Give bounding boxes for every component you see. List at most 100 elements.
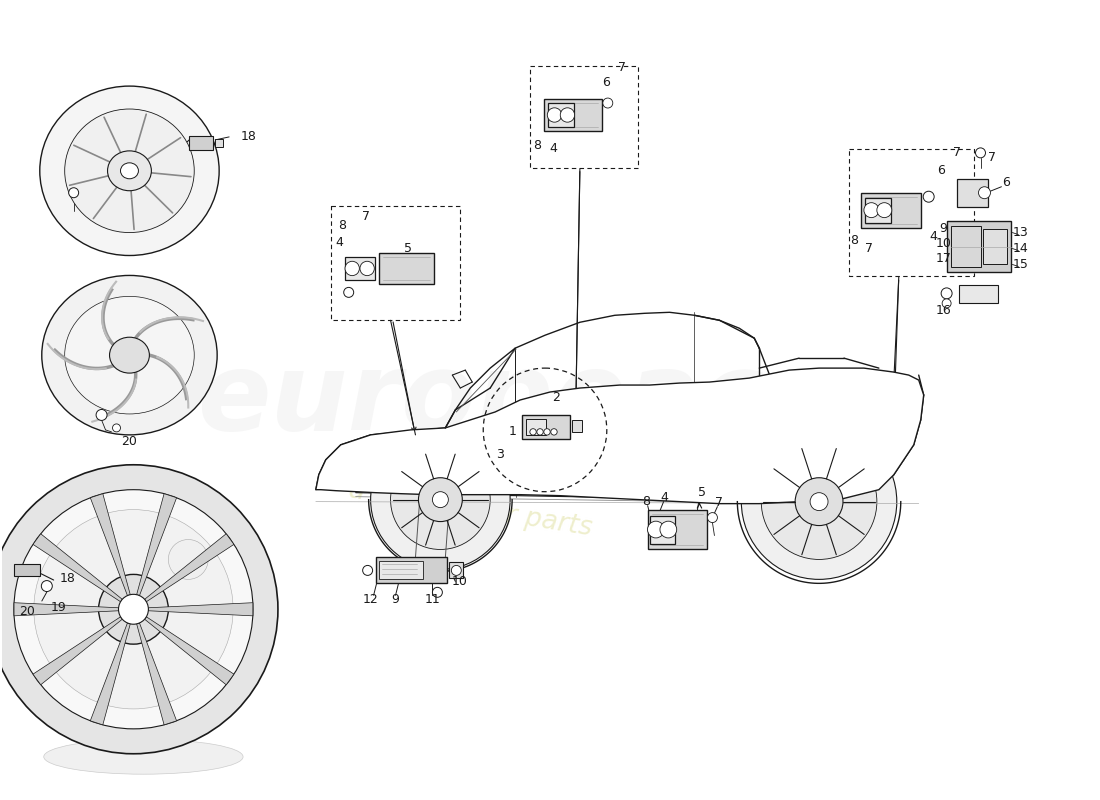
Bar [650,515,674,543]
Bar [849,149,974,277]
Bar [865,198,891,222]
Text: 20: 20 [121,435,138,448]
Bar [526,419,546,435]
Ellipse shape [40,86,219,255]
Text: 7: 7 [362,210,370,223]
Polygon shape [136,623,177,725]
Ellipse shape [108,151,152,190]
Text: 6: 6 [602,76,609,89]
Circle shape [360,262,374,276]
Text: 3: 3 [496,448,504,462]
Circle shape [795,478,843,526]
Bar [216,139,223,147]
Circle shape [923,191,934,202]
Circle shape [14,490,253,729]
Circle shape [96,410,107,421]
Circle shape [551,429,558,435]
Text: 4: 4 [336,236,343,249]
Polygon shape [144,534,234,602]
Circle shape [761,444,877,559]
Ellipse shape [65,296,195,414]
Circle shape [979,186,990,198]
Bar [958,286,999,303]
Circle shape [530,429,536,435]
Bar [450,562,463,578]
Text: 2: 2 [552,390,560,403]
Text: 11: 11 [425,593,440,606]
Text: 6: 6 [937,164,945,178]
Circle shape [603,98,613,108]
Circle shape [942,299,952,308]
Polygon shape [33,534,122,602]
Circle shape [537,429,543,435]
Ellipse shape [121,163,139,178]
Circle shape [119,594,148,624]
Circle shape [432,492,449,508]
Circle shape [864,202,879,218]
Text: 4: 4 [661,491,669,504]
Circle shape [34,510,233,709]
Ellipse shape [42,275,217,435]
Bar [947,221,1011,273]
Bar [572,420,582,432]
Text: 7: 7 [715,496,724,509]
Polygon shape [144,617,234,685]
Text: 8: 8 [534,139,541,152]
Bar [375,558,448,583]
Ellipse shape [65,109,195,233]
Text: 8: 8 [338,219,345,232]
Circle shape [451,566,461,575]
Text: 9: 9 [939,222,947,235]
Circle shape [942,288,953,299]
Circle shape [543,429,550,435]
Polygon shape [148,602,253,616]
Text: europeaces: europeaces [197,347,903,453]
Bar [530,66,638,168]
Text: 18: 18 [241,130,257,143]
Circle shape [741,424,896,579]
Circle shape [707,513,717,522]
Text: 9: 9 [392,593,399,606]
Text: 1: 1 [508,426,516,438]
Text: 7: 7 [989,151,997,164]
Circle shape [42,581,53,591]
Bar [544,99,602,131]
Text: 7: 7 [953,146,960,159]
Circle shape [648,521,664,538]
Circle shape [345,262,360,276]
Text: 13: 13 [1012,226,1028,239]
Ellipse shape [44,739,243,774]
Text: a passion for parts: a passion for parts [346,478,594,542]
Text: 7: 7 [865,242,873,255]
Text: 14: 14 [1012,242,1028,255]
Circle shape [363,566,373,575]
Circle shape [68,188,78,198]
Text: 12: 12 [363,593,378,606]
Text: 8: 8 [641,495,650,508]
Polygon shape [136,494,177,595]
Text: 10: 10 [936,237,952,250]
Text: 10835: 10835 [761,391,817,409]
Circle shape [548,108,562,122]
Circle shape [390,450,491,550]
Circle shape [0,465,278,754]
Circle shape [976,148,986,158]
Bar [378,253,434,285]
Circle shape [418,478,462,522]
Text: 10: 10 [451,575,468,588]
Text: 18: 18 [59,571,76,585]
Text: 6: 6 [1002,176,1010,190]
Bar [189,136,213,150]
Text: 4: 4 [930,230,937,243]
Circle shape [660,521,676,538]
Bar [344,257,375,281]
Text: 16: 16 [936,304,952,317]
Bar [861,193,921,228]
Circle shape [343,287,354,298]
Text: 5: 5 [698,486,706,499]
Circle shape [432,587,442,598]
Circle shape [371,430,510,570]
Ellipse shape [110,338,150,373]
Circle shape [810,493,828,510]
Bar [14,564,40,576]
